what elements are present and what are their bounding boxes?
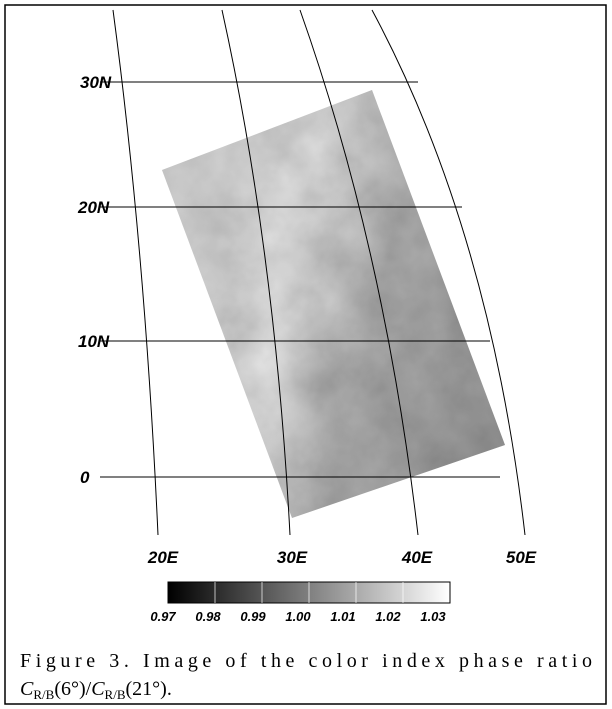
lon-label: 20E [147,548,179,567]
colorbar-label: 0.97 [150,609,176,624]
lat-label: 20N [77,198,110,217]
lat-labels: 30N 20N 10N 0 [77,73,112,487]
frame [4,4,607,705]
lon-label: 30E [277,548,308,567]
colorbar-label: 0.98 [195,609,221,624]
colorbar-label: 0.99 [240,609,266,624]
colorbar-labels: 0.97 0.98 0.99 1.00 1.01 1.02 1.03 [150,582,446,624]
colorbar-label: 1.03 [420,609,446,624]
lat-label: 0 [80,468,90,487]
caption-formula: CR/B(6°)/CR/B(21°). [20,678,172,702]
colorbar-label: 1.01 [330,609,355,624]
lat-label: 10N [78,332,110,351]
lon-labels: 20E 30E 40E 50E [147,548,537,567]
caption: Figure 3. Image of the color index phase… [20,650,592,672]
map-image [162,90,505,518]
colorbar-label: 1.02 [375,609,401,624]
colorbar-label: 1.00 [285,609,311,624]
graticule [100,9,526,536]
lon-label: 50E [506,548,537,567]
lat-label: 30N [80,73,112,92]
lon-label: 40E [401,548,433,567]
